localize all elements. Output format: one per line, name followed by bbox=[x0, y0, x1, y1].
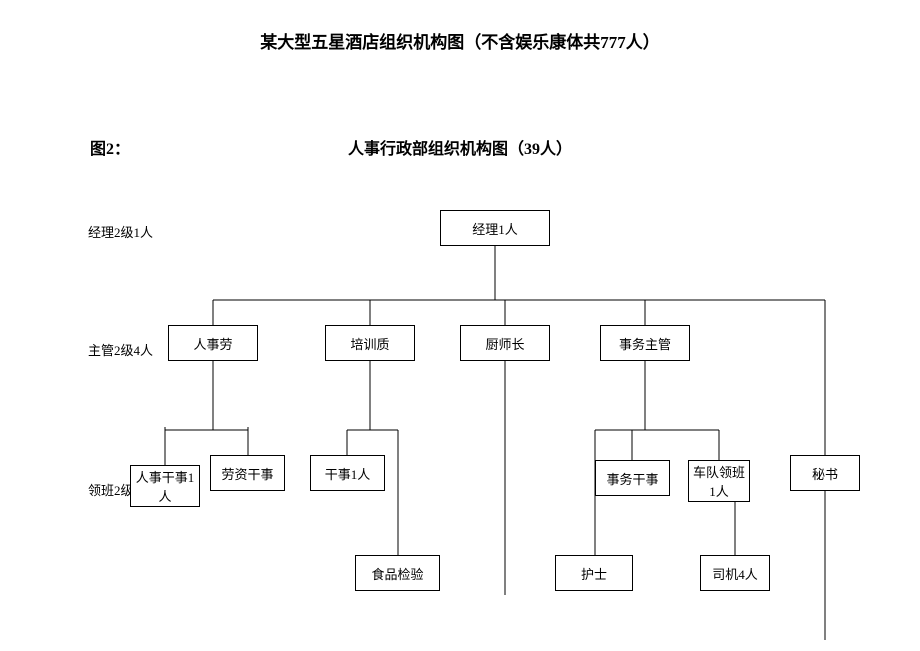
row-label-level2: 主管2级4人 bbox=[88, 340, 153, 359]
node-hr-labor: 人事劳 bbox=[168, 325, 258, 361]
node-nurse: 护士 bbox=[555, 555, 633, 591]
node-hr-clerk: 人事干事1人 bbox=[130, 465, 200, 507]
node-secretary: 秘书 bbox=[790, 455, 860, 491]
node-clerk1: 干事1人 bbox=[310, 455, 385, 491]
main-title: 某大型五星酒店组织机构图（不含娱乐康体共777人） bbox=[0, 28, 920, 53]
node-training: 培训质 bbox=[325, 325, 415, 361]
node-pay-clerk: 劳资干事 bbox=[210, 455, 285, 491]
node-affairs-mgr: 事务主管 bbox=[600, 325, 690, 361]
node-fleet-lead: 车队领班1人 bbox=[688, 460, 750, 502]
row-label-level1: 经理2级1人 bbox=[88, 222, 153, 241]
node-manager: 经理1人 bbox=[440, 210, 550, 246]
node-food-inspect: 食品检验 bbox=[355, 555, 440, 591]
subtitle: 人事行政部组织机构图（39人） bbox=[0, 135, 920, 159]
node-chef: 厨师长 bbox=[460, 325, 550, 361]
node-driver: 司机4人 bbox=[700, 555, 770, 591]
node-affairs-clerk: 事务干事 bbox=[595, 460, 670, 496]
